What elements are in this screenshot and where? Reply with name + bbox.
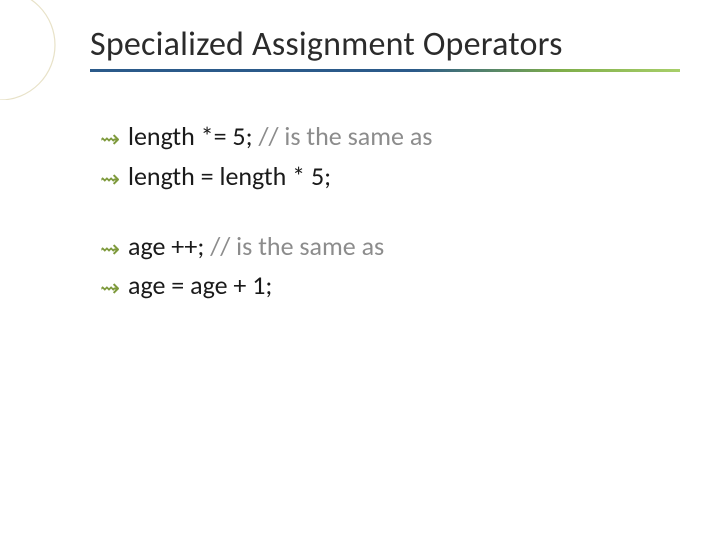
bullet-icon: ⇝	[100, 273, 128, 304]
bullet-line: ⇝ length = length * 5;	[100, 160, 660, 194]
line-text: age = age + 1;	[128, 269, 272, 303]
bullet-line: ⇝ age = age + 1;	[100, 269, 660, 303]
code-text: length = length * 5;	[128, 160, 331, 192]
bullet-icon: ⇝	[100, 164, 128, 195]
code-text: age ++;	[128, 230, 210, 262]
content-area: ⇝ length *= 5; // is the same as ⇝ lengt…	[100, 120, 660, 309]
bullet-icon: ⇝	[100, 124, 128, 155]
paragraph-gap	[100, 200, 660, 230]
bullet-line: ⇝ length *= 5; // is the same as	[100, 120, 660, 154]
slide-title: Specialized Assignment Operators	[90, 24, 680, 65]
line-text: length = length * 5;	[128, 160, 331, 194]
code-text: length *= 5;	[128, 120, 258, 152]
title-block: Specialized Assignment Operators	[90, 24, 680, 72]
comment-text: // is the same as	[258, 120, 432, 152]
bullet-icon: ⇝	[100, 234, 128, 265]
bullet-line: ⇝ age ++; // is the same as	[100, 230, 660, 264]
comment-text: // is the same as	[210, 230, 384, 262]
line-text: length *= 5; // is the same as	[128, 120, 432, 154]
title-underline	[90, 69, 680, 72]
code-text: age = age + 1;	[128, 269, 272, 301]
line-text: age ++; // is the same as	[128, 230, 384, 264]
slide: Specialized Assignment Operators ⇝ lengt…	[0, 0, 720, 540]
